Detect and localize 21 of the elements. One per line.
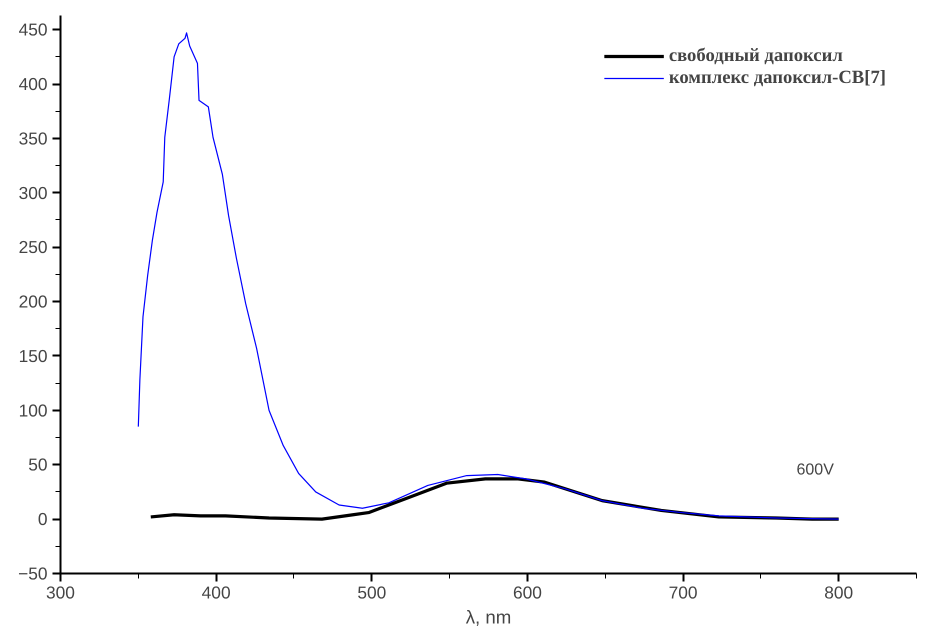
- x-axis-title: λ, nm: [466, 606, 512, 628]
- y-tick-label: 100: [18, 400, 48, 420]
- y-tick-label: 50: [28, 454, 48, 475]
- x-tick-label: 800: [824, 582, 854, 602]
- x-tick-label: 700: [668, 582, 698, 602]
- y-tick-label: 200: [18, 292, 48, 312]
- y-tick-label: 250: [18, 237, 48, 258]
- x-tick-label: 600: [512, 582, 542, 602]
- annotation: 600V: [796, 462, 834, 478]
- y-tick-label: 300: [18, 182, 48, 203]
- x-tick-label: 400: [202, 582, 231, 602]
- legend-label: комплекс дапоксил-CB[7]: [668, 67, 886, 89]
- y-tick-label: 450: [18, 20, 48, 40]
- y-tick-label: 350: [18, 128, 48, 148]
- x-tick-label: 300: [46, 582, 75, 602]
- x-tick-label: 500: [357, 582, 386, 602]
- y-tick-label: 400: [18, 74, 48, 94]
- legend-label: свободный дапоксил: [668, 45, 843, 67]
- y-tick-label: 150: [18, 346, 48, 366]
- y-tick-label: −50: [18, 564, 48, 584]
- y-tick-label: 0: [38, 509, 48, 530]
